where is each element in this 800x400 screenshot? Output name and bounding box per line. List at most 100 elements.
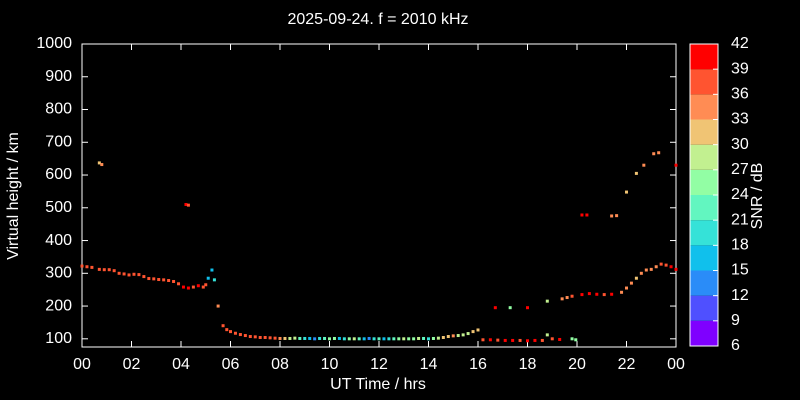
data-point bbox=[268, 336, 272, 340]
data-point bbox=[132, 272, 136, 276]
colorbar-band bbox=[690, 220, 718, 246]
data-point bbox=[184, 203, 188, 207]
data-point bbox=[664, 263, 668, 267]
data-point bbox=[142, 275, 146, 279]
x-tick-label: 10 bbox=[321, 356, 339, 373]
data-point bbox=[372, 337, 376, 341]
data-point bbox=[471, 330, 475, 334]
x-tick-label: 06 bbox=[222, 356, 240, 373]
colorbar-tick-label: 39 bbox=[731, 60, 749, 77]
x-tick-label: 02 bbox=[123, 356, 141, 373]
data-point bbox=[602, 293, 606, 297]
data-point bbox=[212, 278, 216, 282]
data-point bbox=[263, 336, 267, 340]
data-point bbox=[610, 214, 614, 218]
colorbar-label: SNR / dB bbox=[749, 163, 766, 230]
data-point bbox=[629, 281, 633, 285]
data-point bbox=[186, 286, 190, 290]
data-point bbox=[615, 214, 619, 218]
data-point bbox=[367, 336, 371, 340]
data-point bbox=[422, 336, 426, 340]
colorbar-band bbox=[690, 94, 718, 120]
data-point bbox=[511, 338, 515, 342]
data-point bbox=[147, 277, 151, 281]
data-point bbox=[466, 332, 470, 336]
data-point bbox=[229, 330, 232, 334]
data-point bbox=[565, 296, 569, 300]
data-point bbox=[181, 285, 185, 289]
data-point bbox=[352, 337, 356, 341]
y-tick-label: 700 bbox=[45, 133, 72, 150]
y-tick-label: 600 bbox=[45, 166, 72, 183]
data-point bbox=[233, 331, 237, 335]
data-point bbox=[318, 336, 322, 340]
data-point bbox=[342, 337, 346, 341]
colorbar-band bbox=[690, 169, 718, 195]
data-point bbox=[362, 337, 366, 341]
colorbar-tick-label: 6 bbox=[731, 337, 740, 354]
data-point bbox=[657, 151, 661, 155]
data-point bbox=[402, 337, 406, 341]
data-point bbox=[620, 290, 624, 294]
colorbar-band bbox=[690, 119, 718, 145]
data-point bbox=[293, 336, 297, 340]
data-point bbox=[441, 336, 445, 340]
x-tick-label: 00 bbox=[667, 356, 685, 373]
data-point bbox=[377, 337, 381, 341]
y-tick-label: 100 bbox=[45, 330, 72, 347]
colorbar-tick-label: 36 bbox=[731, 86, 749, 103]
data-point bbox=[446, 335, 450, 339]
data-point bbox=[644, 268, 648, 272]
data-point bbox=[634, 171, 638, 175]
data-point bbox=[570, 337, 574, 341]
data-point bbox=[221, 324, 225, 328]
y-tick-label: 1000 bbox=[36, 35, 72, 52]
data-point bbox=[102, 268, 106, 272]
data-point bbox=[634, 276, 638, 280]
data-point bbox=[451, 334, 455, 338]
data-point bbox=[540, 338, 544, 342]
x-tick-label: 04 bbox=[172, 356, 190, 373]
data-point bbox=[303, 336, 307, 340]
data-point bbox=[550, 337, 554, 341]
data-point bbox=[323, 336, 327, 340]
data-point bbox=[206, 276, 210, 280]
data-point bbox=[298, 336, 302, 340]
y-tick-label: 500 bbox=[45, 199, 72, 216]
data-point bbox=[243, 334, 247, 338]
data-point bbox=[80, 264, 84, 268]
data-point bbox=[493, 306, 497, 310]
data-point bbox=[431, 336, 435, 340]
data-point bbox=[654, 265, 658, 269]
data-point bbox=[177, 282, 181, 286]
data-point bbox=[90, 265, 94, 269]
data-point bbox=[216, 304, 220, 308]
data-point bbox=[288, 336, 292, 340]
y-tick-label: 400 bbox=[45, 232, 72, 249]
data-point bbox=[127, 273, 131, 277]
data-point bbox=[100, 163, 104, 167]
data-point bbox=[397, 337, 401, 341]
colorbar-band bbox=[690, 270, 718, 296]
colorbar-band bbox=[690, 245, 718, 271]
data-point bbox=[152, 277, 156, 281]
data-point bbox=[122, 272, 126, 276]
data-point bbox=[545, 333, 549, 337]
data-point bbox=[436, 336, 440, 340]
data-point bbox=[461, 333, 465, 337]
data-point bbox=[162, 278, 166, 282]
data-point bbox=[191, 285, 195, 289]
colorbar-band bbox=[690, 69, 718, 95]
data-point bbox=[97, 161, 101, 165]
data-point bbox=[412, 337, 416, 341]
colorbar-tick-label: 24 bbox=[731, 186, 749, 203]
data-point bbox=[625, 190, 628, 194]
data-point bbox=[186, 203, 190, 207]
data-point bbox=[526, 339, 529, 343]
data-point bbox=[587, 292, 591, 296]
data-point bbox=[574, 338, 578, 342]
data-point bbox=[253, 335, 257, 339]
x-tick-label: 14 bbox=[420, 356, 438, 373]
y-tick-label: 900 bbox=[45, 68, 72, 85]
colorbar-tick-label: 30 bbox=[731, 136, 749, 153]
